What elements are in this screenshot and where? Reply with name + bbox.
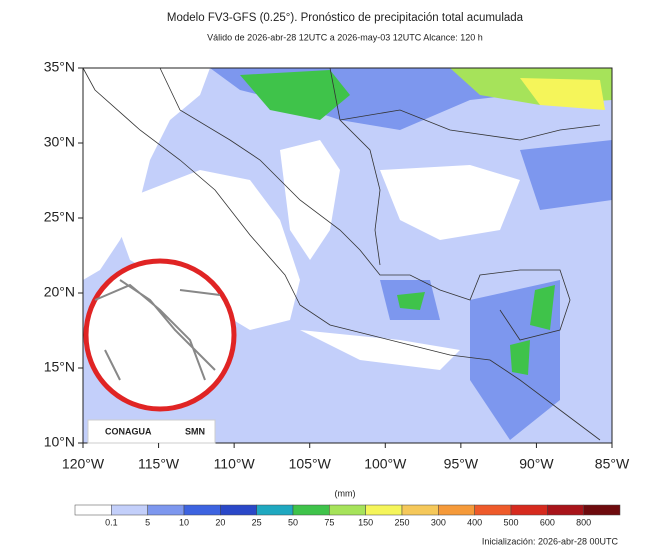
- level-label: 600: [540, 517, 555, 527]
- level-label: 300: [431, 517, 446, 527]
- axes: 35°N 30°N 25°N 20°N 15°N 10°N 120°W 115°W 110°W 1…: [44, 59, 630, 472]
- color-box: [147, 504, 185, 516]
- color-box: [292, 504, 330, 516]
- map: CONAGUA SMN: [82, 67, 613, 444]
- init-time: Inicialización: 2026-abr-28 00UTC: [482, 536, 619, 546]
- colorbar: 0.1 5 10 20 25 50 75 150 250 300 400 500 600 800: [74, 504, 621, 527]
- color-box: [183, 504, 221, 516]
- lon-label: 105°W: [289, 456, 332, 472]
- level-label: 0.1: [105, 517, 118, 527]
- coastline: [82, 67, 601, 441]
- color-box: [438, 504, 475, 516]
- lat-label: 25°N: [44, 209, 75, 225]
- color-box: [74, 504, 112, 516]
- level-label: 500: [503, 517, 518, 527]
- color-box: [401, 504, 439, 516]
- lon-label: 120°W: [62, 456, 105, 472]
- title: Modelo FV3-GFS (0.25°). Pronóstico de pr…: [167, 12, 524, 24]
- level-label: 25: [252, 517, 262, 527]
- logo: CONAGUA: [105, 426, 152, 436]
- zoom-circle: [83, 258, 237, 412]
- lon-label: 110°W: [214, 456, 256, 472]
- level-label: 50: [288, 517, 298, 527]
- color-box: [256, 504, 294, 516]
- color-box: [547, 504, 584, 516]
- level-label: 20: [215, 517, 225, 527]
- logo-box: [87, 419, 216, 444]
- lat-label: 20°N: [44, 284, 75, 300]
- lat-label: 30°N: [44, 134, 75, 150]
- level-label: 75: [324, 517, 334, 527]
- dry-area: [300, 330, 460, 370]
- level-label: 10: [179, 517, 189, 527]
- level-label: 250: [394, 517, 409, 527]
- level-label: 400: [467, 517, 482, 527]
- zoomed-coastline: [94, 279, 221, 381]
- level-label: 150: [358, 517, 373, 527]
- color-box: [329, 504, 366, 516]
- color-box: [220, 504, 257, 516]
- color-box: [365, 504, 403, 516]
- lat-label: 10°N: [44, 434, 75, 450]
- dry-area: [280, 140, 340, 260]
- level-label: 5: [145, 517, 150, 527]
- lon-label: 100°W: [364, 456, 407, 472]
- color-box: [510, 504, 548, 516]
- logo: SMN: [185, 426, 205, 436]
- dry-area: [380, 165, 520, 240]
- lon-label: 90°W: [519, 456, 554, 472]
- rain-area: [240, 70, 350, 120]
- lon-label: 95°W: [444, 456, 479, 472]
- subtitle: Válido de 2026-abr-28 12UTC a 2026-may-0…: [207, 32, 483, 42]
- dry-area: [110, 170, 300, 330]
- colorbar-unit: (mm): [335, 488, 356, 498]
- rain-area: [520, 140, 612, 210]
- color-box: [583, 504, 621, 516]
- lon-label: 85°W: [595, 456, 630, 472]
- map-frame: [82, 67, 613, 444]
- lat-label: 15°N: [44, 359, 75, 375]
- color-box: [111, 504, 148, 516]
- lon-label: 115°W: [138, 456, 180, 472]
- dry-area: [83, 68, 210, 280]
- rain-area: [510, 340, 530, 375]
- rain-area: [530, 285, 555, 330]
- color-box: [474, 504, 512, 516]
- lat-label: 35°N: [44, 59, 75, 75]
- rain-area: [520, 78, 605, 110]
- rain-area: [397, 292, 425, 310]
- level-label: 800: [576, 517, 591, 527]
